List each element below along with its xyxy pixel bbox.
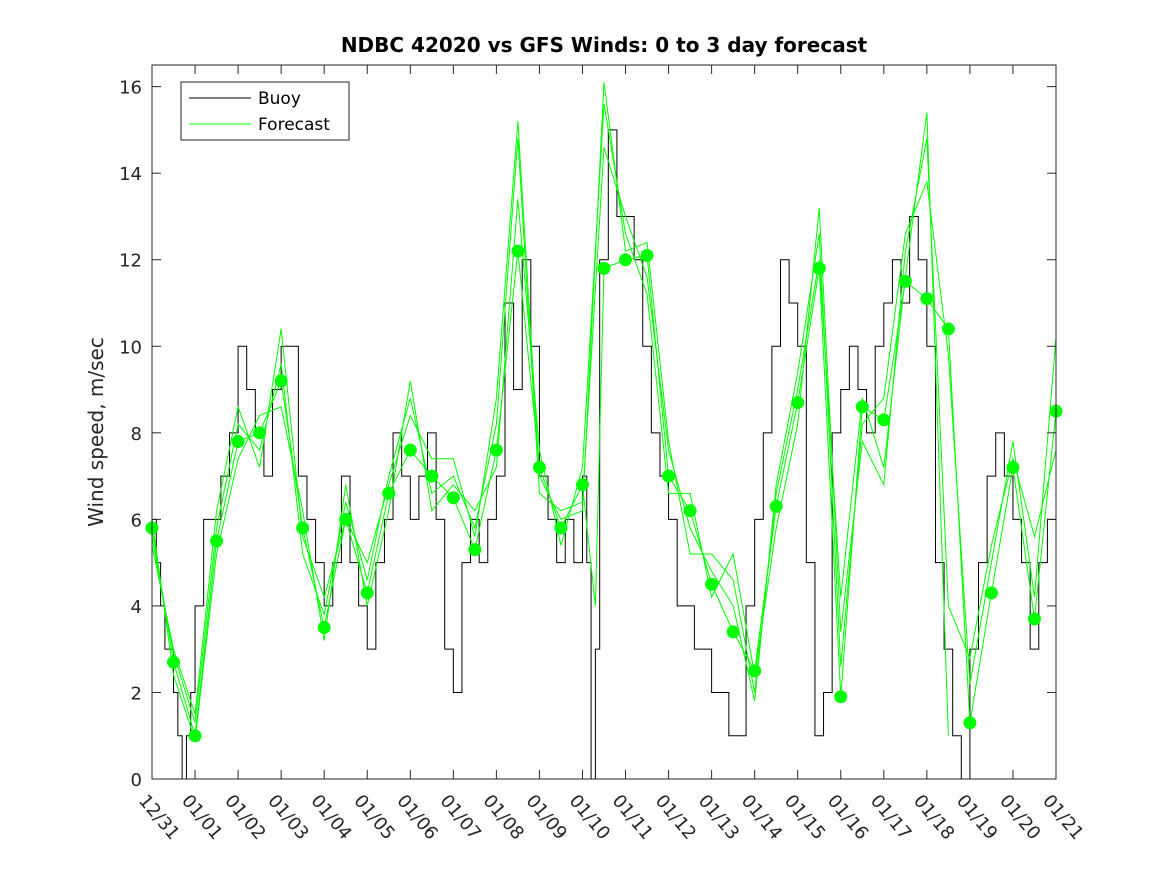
- forecast-point-7: [296, 521, 310, 535]
- x-tick-label: 01/17: [866, 791, 915, 844]
- y-tick-label: 6: [131, 510, 142, 531]
- forecast-point-19: [554, 521, 568, 535]
- y-tick-label: 16: [119, 78, 142, 99]
- x-tick-label: 01/16: [823, 791, 872, 844]
- forecast-point-17: [511, 244, 525, 258]
- forecast-point-41: [1006, 460, 1020, 474]
- forecast-point-42: [1027, 612, 1041, 626]
- y-tick-label: 2: [131, 683, 142, 704]
- forecast-point-26: [683, 504, 697, 518]
- forecast-point-23: [619, 253, 633, 267]
- plot-area-frame: [151, 64, 1057, 780]
- series-forecast-line-2: [151, 103, 1057, 741]
- forecast-point-10: [360, 586, 374, 600]
- forecast-point-38: [941, 322, 955, 336]
- forecast-point-2: [188, 729, 202, 743]
- forecast-point-40: [984, 586, 998, 600]
- forecast-point-6: [274, 374, 288, 388]
- x-tick-label: 01/03: [263, 791, 312, 844]
- forecast-point-9: [339, 512, 353, 526]
- series-forecast-line-0: [151, 251, 1057, 736]
- forecast-point-22: [597, 261, 611, 275]
- forecast-point-4: [231, 434, 245, 448]
- y-axis-ticks: 0 2 4 6 8 10 12 14 16: [119, 78, 1056, 791]
- legend-box: [180, 81, 350, 141]
- x-tick-label: 01/21: [1038, 791, 1087, 844]
- x-tick-label: 01/01: [177, 791, 226, 844]
- forecast-point-28: [726, 625, 740, 639]
- legend: Buoy Forecast: [180, 81, 350, 141]
- y-tick-label: 12: [119, 251, 142, 272]
- y-axis-label: Wind speed, m/sec: [84, 337, 108, 527]
- forecast-point-14: [446, 491, 460, 505]
- series-buoy-line: [152, 129, 1056, 780]
- x-tick-label: 01/18: [909, 791, 958, 844]
- x-tick-label: 01/12: [651, 791, 700, 844]
- y-tick-label: 4: [131, 597, 142, 618]
- forecast-point-5: [253, 426, 267, 440]
- y-tick-label: 8: [131, 424, 142, 445]
- x-tick-label: 12/31: [134, 791, 183, 844]
- x-tick-label: 01/05: [349, 791, 398, 844]
- forecast-point-27: [705, 577, 719, 591]
- y-tick-label: 10: [119, 337, 142, 358]
- forecast-point-35: [877, 413, 891, 427]
- forecast-point-11: [382, 486, 396, 500]
- series-forecast-line-3: [151, 82, 949, 736]
- x-axis-ticks: 12/3101/0101/0201/0301/0401/0501/0601/07…: [134, 65, 1088, 844]
- forecast-point-32: [812, 261, 826, 275]
- x-tick-label: 01/04: [306, 791, 355, 844]
- forecast-point-34: [855, 400, 869, 414]
- forecast-point-24: [640, 248, 654, 262]
- y-tick-label: 14: [119, 164, 142, 185]
- plot-series: [145, 82, 1063, 780]
- forecast-point-8: [317, 621, 331, 635]
- forecast-point-16: [489, 443, 503, 457]
- legend-buoy-label: Buoy: [258, 89, 301, 109]
- forecast-point-31: [791, 396, 805, 410]
- chart-title: NDBC 42020 vs GFS Winds: 0 to 3 day fore…: [341, 33, 868, 57]
- forecast-point-39: [963, 716, 977, 730]
- x-tick-label: 01/11: [608, 791, 657, 844]
- forecast-point-33: [834, 690, 848, 704]
- forecast-point-15: [468, 543, 482, 557]
- forecast-point-13: [425, 469, 439, 483]
- x-tick-label: 01/14: [737, 791, 786, 844]
- y-tick-label: 0: [131, 770, 142, 791]
- forecast-point-3: [210, 534, 224, 548]
- x-tick-label: 01/15: [780, 791, 829, 844]
- forecast-point-30: [769, 499, 783, 513]
- x-tick-label: 01/19: [952, 791, 1001, 844]
- x-tick-label: 01/06: [392, 791, 441, 844]
- x-tick-label: 01/13: [694, 791, 743, 844]
- x-tick-label: 01/09: [522, 791, 571, 844]
- forecast-point-36: [898, 274, 912, 288]
- x-tick-label: 01/02: [220, 791, 269, 844]
- series-forecast-line-1: [151, 138, 1057, 723]
- forecast-point-18: [532, 460, 546, 474]
- legend-forecast-label: Forecast: [258, 115, 330, 135]
- x-tick-label: 01/10: [565, 791, 614, 844]
- forecast-point-1: [167, 655, 181, 669]
- forecast-point-20: [575, 478, 589, 492]
- forecast-point-25: [662, 469, 676, 483]
- forecast-point-12: [403, 443, 417, 457]
- forecast-point-37: [920, 292, 934, 306]
- x-tick-label: 01/08: [479, 791, 528, 844]
- forecast-point-29: [748, 664, 762, 678]
- x-tick-label: 01/20: [995, 791, 1044, 844]
- x-tick-label: 01/07: [436, 791, 485, 844]
